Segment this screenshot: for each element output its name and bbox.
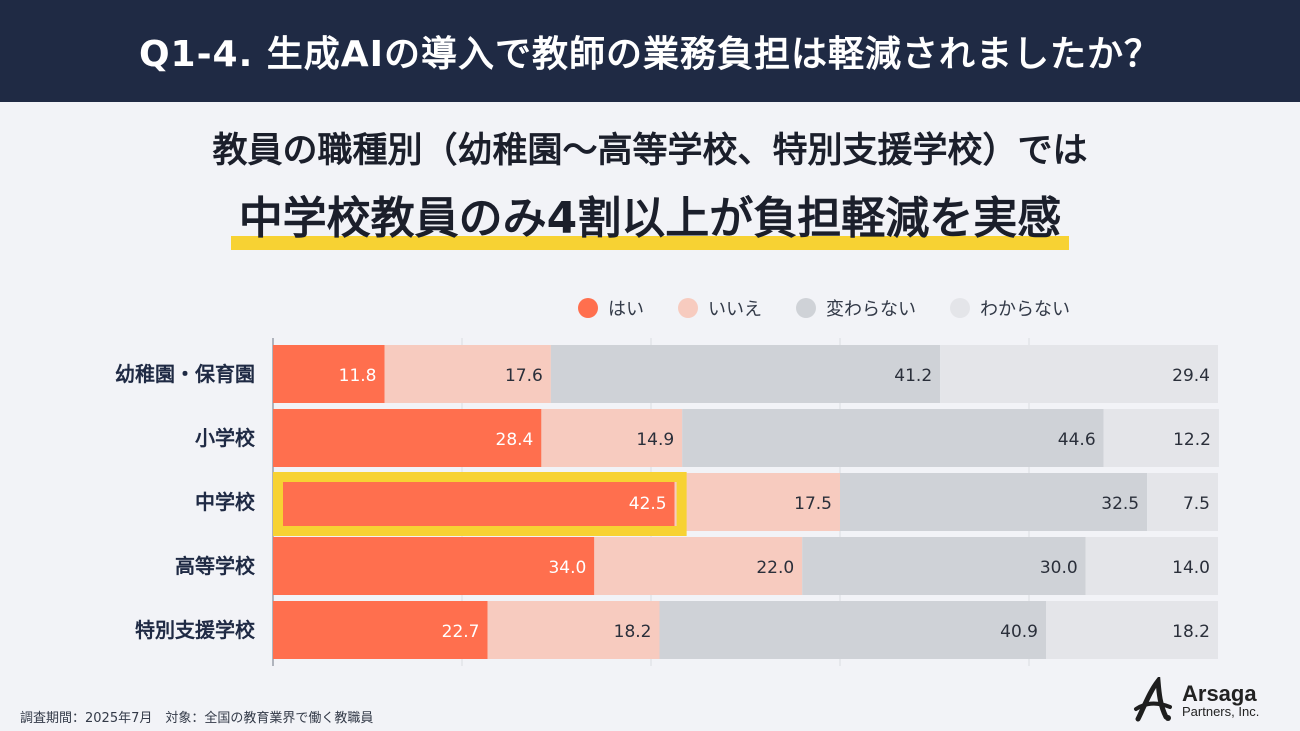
data-label-yes: 42.5 <box>629 494 667 514</box>
legend-item-no: いいえ <box>678 295 762 321</box>
category-label: 幼稚園・保育園 <box>115 362 255 386</box>
legend-item-yes: はい <box>578 295 644 321</box>
legend-label-unknown: わからない <box>980 299 1070 320</box>
highlight-box <box>273 472 687 536</box>
data-label-yes: 34.0 <box>548 558 586 578</box>
page-title: Q1-4. 生成AIの導入で教師の業務負担は軽減されましたか？ <box>138 34 1162 75</box>
data-label-unknown: 14.0 <box>1172 558 1210 578</box>
stacked-bar-chart: 幼稚園・保育園 11.8 17.6 41.2 29.4 小学校 28.4 14.9 44.6 12… <box>115 338 1219 666</box>
legend-swatch-unchanged <box>796 298 816 318</box>
data-label-no: 14.9 <box>636 430 674 450</box>
data-label-no: 17.6 <box>505 366 543 386</box>
bar-segment-unknown <box>1147 473 1218 531</box>
bar-segment-unchanged <box>550 345 941 403</box>
bar-segment-unknown <box>1046 601 1218 659</box>
bar-segment-unchanged <box>659 601 1047 659</box>
category-label: 小学校 <box>195 426 256 450</box>
data-label-yes: 11.8 <box>339 366 377 386</box>
bar-segment-no <box>674 473 840 531</box>
data-label-no: 22.0 <box>756 558 794 578</box>
bar-segment-yes <box>273 537 595 595</box>
legend-item-unchanged: 変わらない <box>796 295 916 321</box>
bar-segment-yes <box>273 601 488 659</box>
data-label-unknown: 29.4 <box>1172 366 1210 386</box>
legend-swatch-yes <box>578 298 598 318</box>
bar-segment-yes <box>273 345 385 403</box>
data-label-unchanged: 32.5 <box>1101 494 1139 514</box>
bar-segment-unchanged <box>840 473 1148 531</box>
bar-segment-no <box>487 601 660 659</box>
survey-note: 調査期間：2025年7月 対象：全国の教育業界で働く教職員 <box>20 711 374 726</box>
category-label: 中学校 <box>195 490 256 514</box>
logo-text: Arsaga Partners, Inc. <box>1182 682 1259 719</box>
bar-segment-yes <box>273 409 542 467</box>
subtitle: 教員の職種別（幼稚園〜高等学校、特別支援学校）では <box>212 131 1088 171</box>
bar-segment-no <box>594 537 803 595</box>
data-label-no: 17.5 <box>794 494 832 514</box>
legend-item-unknown: わからない <box>950 295 1070 321</box>
data-label-unchanged: 41.2 <box>894 366 932 386</box>
logo-subname: Partners, Inc. <box>1182 703 1260 719</box>
data-label-unchanged: 30.0 <box>1040 558 1078 578</box>
legend-swatch-no <box>678 298 698 318</box>
legend-label-yes: はい <box>608 299 644 320</box>
category-label: 特別支援学校 <box>135 618 256 642</box>
data-label-unknown: 18.2 <box>1172 622 1210 642</box>
legend-label-unchanged: 変わらない <box>826 299 916 320</box>
bar-segment-unknown <box>1103 409 1219 467</box>
category-label: 高等学校 <box>175 554 256 578</box>
data-label-yes: 22.7 <box>442 622 480 642</box>
arsaga-logo-icon <box>1134 677 1172 722</box>
data-label-unknown: 12.2 <box>1173 430 1211 450</box>
headline-wrap: 中学校教員のみ4割以上が負担軽減を実感 <box>0 182 1300 250</box>
bar-segment-unchanged <box>682 409 1104 467</box>
data-label-no: 18.2 <box>614 622 652 642</box>
bar-segment-no <box>541 409 683 467</box>
bar-segment-unchanged <box>802 537 1086 595</box>
bar-segment-unknown <box>1085 537 1218 595</box>
data-label-unchanged: 40.9 <box>1000 622 1038 642</box>
legend-label-no: いいえ <box>708 299 762 320</box>
data-label-unchanged: 44.6 <box>1058 430 1096 450</box>
bar-segment-yes <box>273 473 675 531</box>
bar-segment-no <box>384 345 551 403</box>
headline: 中学校教員のみ4割以上が負担軽減を実感 <box>230 182 1070 250</box>
data-label-unknown: 7.5 <box>1183 494 1210 514</box>
legend-swatch-unknown <box>950 298 970 318</box>
bar-segment-unknown <box>940 345 1218 403</box>
header-bar: Q1-4. 生成AIの導入で教師の業務負担は軽減されましたか？ <box>0 0 1300 102</box>
company-logo: Arsaga Partners, Inc. <box>1132 676 1292 724</box>
chart-legend: はい いいえ 変わらない わからない <box>578 294 1070 322</box>
data-label-yes: 28.4 <box>496 430 534 450</box>
logo-name: Arsaga <box>1182 680 1257 706</box>
